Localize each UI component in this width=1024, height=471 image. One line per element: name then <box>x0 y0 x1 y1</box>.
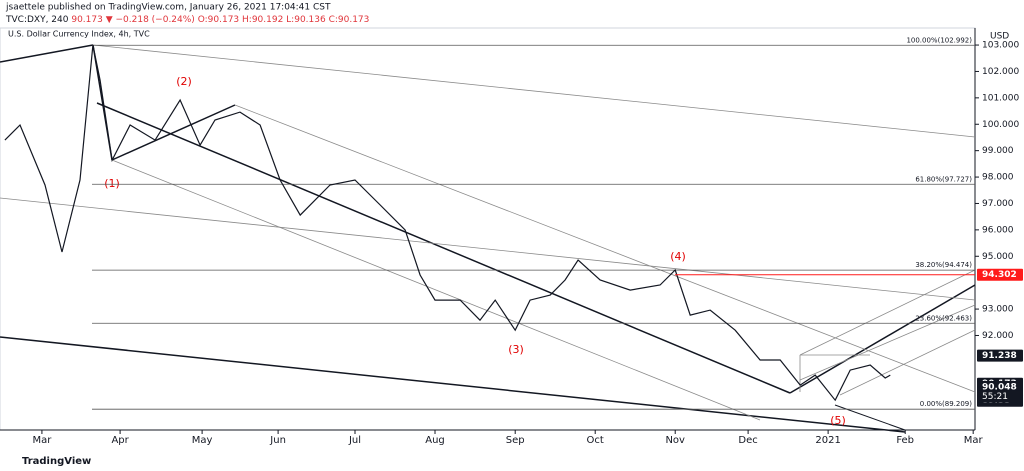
trendline <box>234 104 976 393</box>
wave-label: (3) <box>508 343 524 356</box>
x-tick-label: Aug <box>425 435 445 446</box>
price-label: 91.238 <box>977 349 1023 362</box>
x-tick-label: Mar <box>32 435 52 446</box>
x-tick-label: Sep <box>506 435 525 446</box>
countdown: 55:21 <box>982 392 1008 402</box>
x-tick-label: May <box>192 435 213 446</box>
trendline <box>799 269 976 356</box>
x-tick-label: Oct <box>587 435 604 446</box>
chart-title: U.S. Dollar Currency Index, 4h, TVC <box>8 30 150 39</box>
price-label-text: 90.048 <box>982 383 1017 393</box>
last: 90.173 <box>71 15 103 25</box>
x-tick-label: Dec <box>738 435 757 446</box>
trendline <box>839 329 976 396</box>
x-tick-label: Jun <box>269 435 286 446</box>
trendline <box>111 104 236 161</box>
trendline <box>96 102 791 394</box>
fib-label: 23.60%(92.463) <box>915 314 972 322</box>
trendlines <box>0 44 976 433</box>
y-tick-label: 100.000 <box>982 120 1019 130</box>
wave-label: (5) <box>830 414 846 427</box>
y-tick-label: 95.000 <box>982 252 1014 262</box>
trendline <box>0 197 976 301</box>
wave-label: (4) <box>670 250 686 263</box>
wave-label: (1) <box>104 177 120 190</box>
price-line <box>4 44 891 402</box>
y-tick-label: 93.000 <box>982 305 1014 315</box>
trendline <box>789 284 976 394</box>
price-label: 90.048 <box>977 381 1023 394</box>
trendline <box>92 44 976 138</box>
price-label-text: 94.302 <box>982 270 1017 280</box>
fib-label: 100.00%(102.992) <box>906 36 972 44</box>
price-label-box <box>977 268 1023 281</box>
x-tick-label: 2021 <box>815 435 840 446</box>
x-tick-label: Mar <box>964 435 984 446</box>
y-tick-label: 92.000 <box>982 331 1014 341</box>
publisher: jsaettele published on TradingView.com, … <box>5 3 331 13</box>
wave-label: (2) <box>176 75 192 88</box>
ohlc: O:90.173 H:90.192 L:90.136 C:90.173 <box>198 15 370 25</box>
y-tick-label: 103.000 <box>982 41 1019 51</box>
y-tick-label: 96.000 <box>982 225 1014 235</box>
x-tick-label: Apr <box>111 435 129 446</box>
trendline <box>111 159 761 421</box>
fib-label: 0.00%(89.209) <box>920 400 972 408</box>
x-tick-label: Feb <box>896 435 914 446</box>
x-tick-label: Jul <box>348 435 361 446</box>
price-label-box <box>977 381 1023 394</box>
trendline <box>0 44 94 63</box>
x-tick-label: Nov <box>665 435 685 446</box>
logo: TradingView <box>22 456 91 467</box>
price-label-box <box>977 349 1023 362</box>
y-tick-label: 102.000 <box>982 67 1019 77</box>
y-tick-label: 97.000 <box>982 199 1014 209</box>
countdown-box <box>977 390 1023 403</box>
change: ▼ −0.218 (−0.24%) <box>106 15 195 25</box>
fib-label: 38.20%(94.474) <box>915 261 972 269</box>
y-tick-label: 98.000 <box>982 173 1014 183</box>
trendline <box>799 304 976 381</box>
price-label: 94.302 <box>977 268 1023 281</box>
price-label-text: 91.238 <box>982 351 1017 361</box>
fib-label: 61.80%(97.727) <box>915 175 972 183</box>
y-tick-label: 101.000 <box>982 93 1019 103</box>
wave-labels: (1) (2) (3) (4) (5) <box>104 75 846 427</box>
y-tick-label: 99.000 <box>982 146 1014 156</box>
ohlc-line: TVC:DXY, 240 90.173 ▼ −0.218 (−0.24%) O:… <box>5 15 369 25</box>
symbol: TVC:DXY, 240 <box>5 15 69 25</box>
currency: USD <box>990 32 1009 42</box>
trendline <box>0 336 906 433</box>
